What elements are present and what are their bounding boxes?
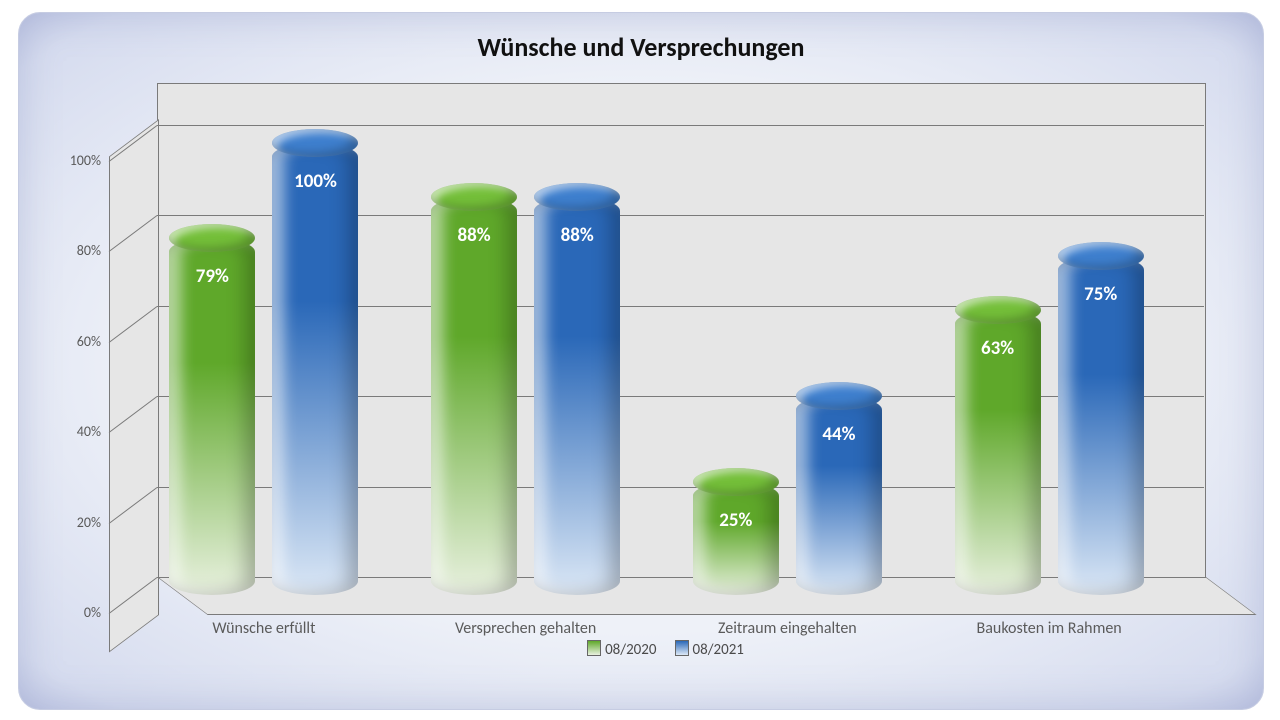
bar-cylinder: 79% [169, 224, 255, 595]
chart-plot-area: 08/202008/2021 0%20%40%60%80%100%Wünsche… [109, 83, 1204, 613]
x-tick-label: Wünsche erfüllt [212, 619, 315, 638]
x-tick-label: Versprechen gehalten [455, 619, 596, 638]
bar-cylinder: 25% [693, 468, 779, 595]
bar-value-label: 100% [272, 170, 358, 193]
bar-cylinder: 44% [796, 382, 882, 595]
bar-value-label: 88% [534, 224, 620, 247]
bar-cylinder: 100% [272, 129, 358, 595]
legend-label: 08/2021 [693, 641, 744, 659]
bar-value-label: 75% [1058, 283, 1144, 306]
y-tick-label: 40% [47, 423, 101, 440]
bar-cylinder: 75% [1058, 242, 1144, 595]
y-tick-label: 80% [47, 242, 101, 259]
chart-legend: 08/2020 08/2021 [109, 640, 1204, 659]
bar-cylinder: 88% [431, 183, 517, 595]
legend-swatch [587, 640, 601, 656]
gridline [157, 125, 1204, 126]
chart-title: Wünsche und Versprechungen [19, 31, 1263, 63]
y-tick-label: 20% [47, 514, 101, 531]
bar-value-label: 79% [169, 265, 255, 288]
bar-value-label: 63% [955, 337, 1041, 360]
bar-cylinder: 88% [534, 183, 620, 595]
x-tick-label: Baukosten im Rahmen [977, 619, 1122, 638]
y-tick-label: 60% [47, 333, 101, 350]
chart-frame: Wünsche und Versprechungen 08/202008/202… [18, 12, 1264, 710]
bar-value-label: 44% [796, 423, 882, 446]
y-tick-label: 100% [47, 152, 101, 169]
bar-value-label: 88% [431, 224, 517, 247]
bar-cylinder: 63% [955, 296, 1041, 595]
x-tick-label: Zeitraum eingehalten [718, 619, 857, 638]
bar-value-label: 25% [693, 509, 779, 532]
y-tick-label: 0% [47, 604, 101, 621]
legend-label: 08/2020 [605, 641, 656, 659]
legend-swatch [675, 640, 689, 656]
side-wall [109, 119, 159, 653]
